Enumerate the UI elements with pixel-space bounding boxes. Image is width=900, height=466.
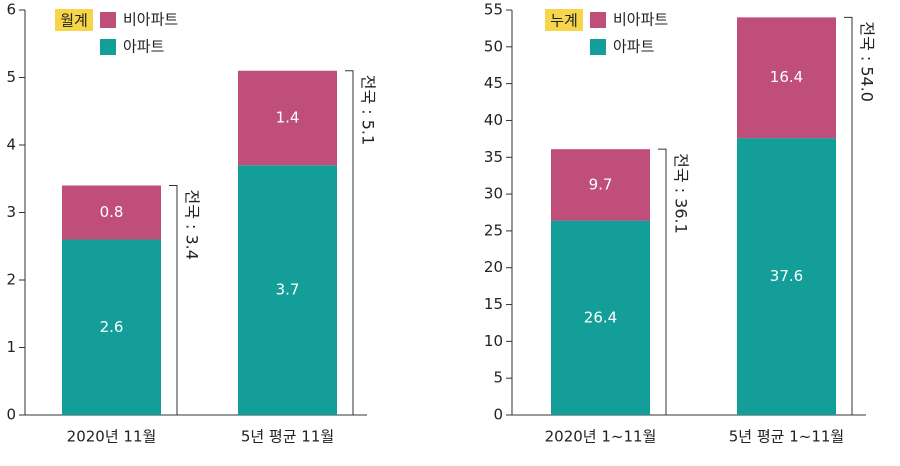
y-tick-label: 0 bbox=[493, 406, 503, 424]
legend-label: 비아파트 bbox=[613, 11, 668, 29]
total-annotation: 전국 : 36.1 bbox=[672, 153, 691, 234]
legend-title-bg bbox=[55, 9, 93, 31]
x-tick-label: 2020년 1~11월 bbox=[545, 428, 657, 446]
bar-segment bbox=[238, 165, 337, 415]
y-tick-label: 20 bbox=[484, 258, 503, 276]
y-tick-label: 5 bbox=[493, 369, 503, 387]
total-annotation: 전국 : 54.0 bbox=[858, 21, 877, 102]
total-bracket bbox=[658, 148, 667, 416]
legend-label: 아파트 bbox=[613, 38, 655, 56]
y-tick-label: 40 bbox=[484, 111, 503, 129]
data-label: 16.4 bbox=[770, 68, 803, 86]
legend-swatch bbox=[100, 12, 116, 28]
total-annotation: 전국 : 3.4 bbox=[183, 190, 202, 260]
y-tick-label: 1 bbox=[6, 338, 16, 356]
y-tick-label: 45 bbox=[484, 74, 503, 92]
y-tick-label: 50 bbox=[484, 37, 503, 55]
total-bracket bbox=[345, 70, 354, 416]
legend-label: 비아파트 bbox=[123, 11, 178, 29]
total-bracket bbox=[169, 185, 178, 416]
bar-segment bbox=[551, 220, 650, 415]
bar-segment bbox=[737, 17, 836, 139]
y-tick-label: 25 bbox=[484, 221, 503, 239]
y-tick-label: 10 bbox=[484, 332, 503, 350]
bar-segment bbox=[737, 138, 836, 416]
data-label: 0.8 bbox=[100, 203, 124, 221]
bar-segment bbox=[62, 185, 161, 240]
total-annotation: 전국 : 5.1 bbox=[359, 75, 378, 145]
bar-segment bbox=[62, 239, 161, 415]
y-tick-label: 3 bbox=[6, 203, 16, 221]
legend-swatch bbox=[100, 39, 116, 55]
y-tick-label: 6 bbox=[6, 1, 16, 19]
y-tick-label: 15 bbox=[484, 295, 503, 313]
x-tick-label: 2020년 11월 bbox=[67, 428, 157, 446]
data-label: 1.4 bbox=[276, 109, 300, 127]
x-tick-label: 5년 평균 11월 bbox=[241, 428, 334, 446]
x-tick-label: 5년 평균 1~11월 bbox=[729, 428, 844, 446]
y-tick-label: 5 bbox=[6, 68, 16, 86]
bar-segment bbox=[551, 149, 650, 221]
y-tick-label: 4 bbox=[6, 136, 16, 154]
bar-segment bbox=[238, 70, 337, 166]
data-label: 26.4 bbox=[584, 308, 617, 326]
legend-swatch bbox=[590, 39, 606, 55]
data-label: 9.7 bbox=[589, 175, 613, 193]
legend-swatch bbox=[590, 12, 606, 28]
data-label: 37.6 bbox=[770, 267, 803, 285]
y-tick-label: 55 bbox=[484, 1, 503, 19]
y-tick-label: 30 bbox=[484, 185, 503, 203]
data-label: 2.6 bbox=[100, 318, 124, 336]
y-tick-label: 2 bbox=[6, 271, 16, 289]
legend-title: 누계 bbox=[550, 12, 578, 30]
y-tick-label: 35 bbox=[484, 148, 503, 166]
y-tick-label: 0 bbox=[6, 406, 16, 424]
legend-label: 아파트 bbox=[123, 38, 165, 56]
legend-title: 월계 bbox=[60, 12, 88, 30]
total-bracket bbox=[844, 16, 853, 416]
data-label: 3.7 bbox=[276, 281, 300, 299]
legend-title-bg bbox=[545, 9, 583, 31]
